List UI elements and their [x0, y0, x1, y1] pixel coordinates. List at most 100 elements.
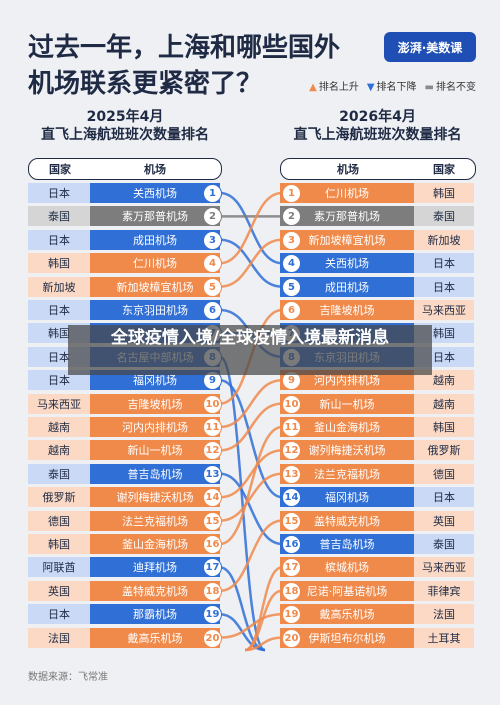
left-rank-row: 德国 法兰克福机场 15: [28, 510, 222, 531]
right-rank-number: 2: [282, 207, 301, 227]
left-airport: 盖特威克机场: [90, 580, 220, 601]
left-airport: 新山一机场: [90, 440, 220, 461]
left-airport: 法兰克福机场: [90, 510, 220, 531]
left-rank-row: 日本 福冈机场 9: [28, 370, 222, 391]
legend-label: 排名不变: [436, 82, 476, 93]
right-rank-row: 吉隆坡机场 马来西亚 6: [280, 300, 474, 320]
right-airport: 关西机场: [280, 253, 414, 274]
right-rank-number: 12: [282, 441, 301, 461]
legend-label: 排名上升: [318, 82, 359, 93]
right-rank-row: 釜山金海机场 韩国 11: [280, 417, 474, 437]
left-country: 泰国: [28, 206, 90, 227]
right-country: 马来西亚: [414, 300, 474, 320]
left-rank-number: 18: [203, 581, 222, 601]
right-rank-row: 谢列梅捷沃机场 俄罗斯 12: [280, 440, 474, 461]
left-rank-row: 英国 盖特威克机场 18: [28, 580, 222, 601]
right-country: 泰国: [414, 206, 474, 227]
left-country: 俄罗斯: [28, 487, 90, 508]
left-rank-row: 俄罗斯 谢列梅捷沃机场 14: [28, 487, 222, 508]
right-rank-number: 5: [282, 277, 301, 297]
right-rank-row: 尼诺·阿基诺机场 菲律宾 18: [280, 580, 474, 601]
rank-connector: [219, 378, 283, 499]
right-country: 土耳其: [414, 627, 474, 648]
right-rank-number: 3: [282, 230, 301, 250]
left-airport: 东京羽田机场: [90, 300, 220, 320]
right-airport: 河内内排机场: [280, 370, 414, 391]
left-rank-row: 日本 成田机场 3: [28, 229, 222, 250]
right-rank-row: 素万那普机场 泰国 2: [280, 206, 474, 227]
rank-connector: [219, 191, 283, 265]
right-country: 英国: [414, 510, 474, 531]
left-country: 日本: [28, 604, 90, 625]
right-rank-number: 4: [282, 254, 301, 274]
legend-label: 排名下降: [376, 82, 417, 93]
legend: ▲ 排名上升 ▼ 排名下降 ▬ 排名不变: [309, 78, 476, 93]
left-country: 日本: [28, 229, 90, 250]
right-country: 越南: [414, 370, 474, 391]
right-rank-number: 13: [282, 464, 301, 484]
right-table-header: 机场 国家: [280, 158, 476, 180]
left-rank-row: 马来西亚 吉隆坡机场 10: [28, 393, 222, 414]
right-country: 日本: [414, 276, 474, 297]
right-rank-number: 1: [282, 184, 301, 203]
left-rank-number: 6: [203, 301, 222, 320]
right-country: 日本: [414, 487, 474, 508]
left-rank-number: 3: [203, 230, 222, 250]
right-rank-row: 新加坡樟宜机场 新加坡 3: [280, 229, 474, 250]
left-rank-row: 日本 那霸机场 19: [28, 604, 222, 625]
right-rank-number: 16: [282, 535, 301, 554]
legend-item: ▼ 排名下降: [367, 78, 417, 93]
left-rank-row: 越南 新山一机场 12: [28, 440, 222, 461]
right-country: 泰国: [414, 534, 474, 554]
watermark-overlay: 全球疫情入境/全球疫情入境最新消息: [68, 325, 432, 375]
left-airport: 普吉岛机场: [90, 463, 220, 484]
right-rank-number: 6: [282, 301, 301, 320]
right-airport: 新山一机场: [280, 393, 414, 414]
right-rank-row: 关西机场 日本 4: [280, 253, 474, 274]
right-country: 日本: [414, 253, 474, 274]
left-rank-number: 4: [203, 254, 222, 274]
left-rank-row: 新加坡 新加坡樟宜机场 5: [28, 276, 222, 297]
left-rank-number: 14: [203, 488, 222, 508]
left-country: 法国: [28, 627, 90, 648]
left-country: 日本: [28, 300, 90, 320]
left-airport: 谢列梅捷沃机场: [90, 487, 220, 508]
left-rank-number: 16: [203, 535, 222, 554]
right-rank-row: 河内内排机场 越南 9: [280, 370, 474, 391]
right-rank-row: 福冈机场 日本 14: [280, 487, 474, 508]
rank-connector: [219, 378, 283, 429]
left-rank-row: 日本 关西机场 1: [28, 183, 222, 203]
left-rank-number: 11: [203, 418, 222, 437]
left-rank-number: 19: [203, 605, 222, 625]
left-rank-number: 10: [203, 394, 222, 414]
right-airport: 釜山金海机场: [280, 417, 414, 437]
right-rank-number: 14: [282, 488, 301, 508]
right-column-title: 2026年4月 直飞上海航班班次数量排名: [293, 109, 462, 143]
rank-connector: [219, 449, 283, 499]
rank-connector: [244, 636, 283, 652]
right-rank-number: 15: [282, 511, 301, 531]
right-airport: 戴高乐机场: [280, 604, 414, 625]
right-airport: 素万那普机场: [280, 206, 414, 227]
left-country: 韩国: [28, 534, 90, 554]
left-rank-number: 13: [203, 464, 222, 484]
legend-symbol: ▲: [309, 82, 317, 93]
right-airport: 吉隆坡机场: [280, 300, 414, 320]
left-country: 韩国: [28, 253, 90, 274]
left-rank-number: 2: [203, 207, 222, 227]
right-rank-number: 19: [282, 605, 301, 625]
rank-connector: [219, 472, 283, 546]
rank-connector: [219, 519, 283, 593]
right-rank-row: 仁川机场 韩国 1: [280, 183, 474, 203]
legend-item: ▲ 排名上升: [309, 78, 359, 93]
right-country: 菲律宾: [414, 580, 474, 601]
right-rank-number: 20: [282, 628, 301, 648]
left-column-title: 2025年4月 直飞上海航班班次数量排名: [41, 109, 209, 143]
left-rank-row: 法国 戴高乐机场 20: [28, 627, 222, 648]
right-rank-row: 法兰克福机场 德国 13: [280, 463, 474, 484]
left-table-header: 国家 机场: [28, 158, 222, 180]
legend-symbol: ▬: [424, 82, 434, 93]
right-airport: 福冈机场: [280, 487, 414, 508]
right-rank-row: 新山一机场 越南 10: [280, 393, 474, 414]
right-rank-number: 18: [282, 581, 301, 601]
